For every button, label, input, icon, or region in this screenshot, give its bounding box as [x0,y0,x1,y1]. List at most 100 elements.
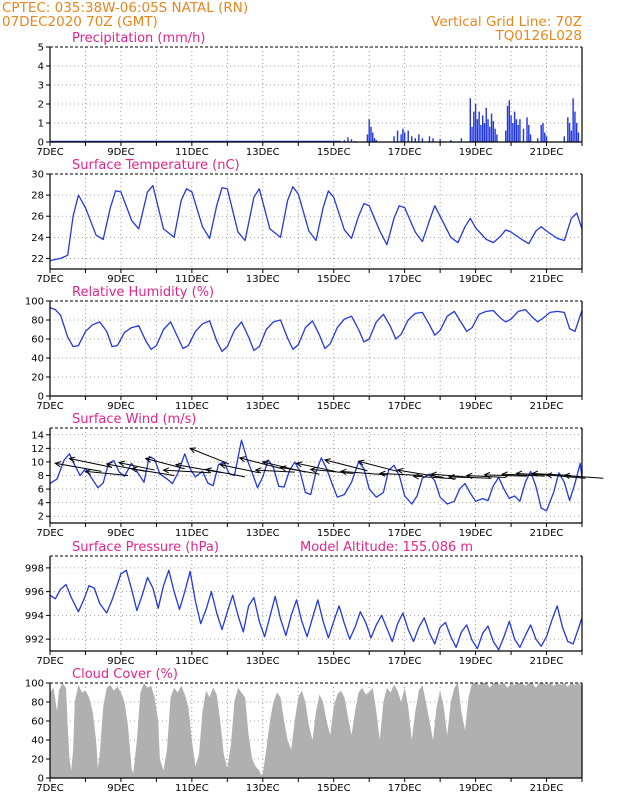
x-tick-label: 21DEC [530,656,564,667]
x-tick-label: 13DEC [246,783,280,794]
precip-bar [517,124,519,142]
precip-bar [469,98,471,142]
precip-bar [515,119,518,142]
wind-arrow-head [515,470,523,477]
precip-bar [528,124,530,142]
x-tick-label: 19DEC [459,147,493,158]
precip-bar [366,134,369,142]
wind-title: Surface Wind (m/s) [72,412,196,427]
precip-bar [473,111,475,142]
y-tick-label: 40 [31,354,44,365]
precip-bar [519,119,521,142]
series-line [49,184,583,262]
x-tick-label: 17DEC [388,147,422,158]
y-tick-label: 0 [38,392,44,403]
x-tick-label: 7DEC [36,783,63,794]
wind-arrow-head [130,466,138,473]
precip-bar [570,130,573,142]
precip-bar [489,126,491,142]
precip-bar [508,100,511,142]
header-station: CPTEC: 035:38W-06:05S NATAL (RN) [2,0,248,16]
wind-arrow-head [219,462,227,469]
precip-bar [393,136,395,142]
precip-bar [485,107,487,142]
precip-bar [526,117,528,142]
y-tick-label: 992 [25,635,44,646]
precip-bar [510,115,512,142]
precip-bar [460,138,463,142]
wind-arrow-head [563,472,571,479]
precip-bar [414,138,417,142]
precip-bar [490,113,493,142]
y-tick-label: 20 [31,373,44,384]
x-tick-label: 15DEC [317,274,351,285]
x-tick-label: 11DEC [175,147,209,158]
x-tick-label: 21DEC [530,147,564,158]
precip-bar [567,117,569,142]
y-tick-label: 0 [38,774,44,785]
y-tick-label: 4 [38,498,44,509]
precip-bar [373,138,376,142]
wind-arrow-head [84,468,92,475]
y-tick-label: 2 [38,100,44,111]
y-tick-label: 4 [38,62,44,73]
y-tick-label: 2 [38,512,44,523]
x-tick-label: 9DEC [107,401,134,412]
precip-bar [476,119,479,142]
x-tick-label: 19DEC [459,274,493,285]
precip-bar [402,128,404,142]
precip-bar [529,134,532,142]
x-tick-label: 9DEC [107,656,134,667]
wind-arrow-head [465,472,473,479]
x-tick-label: 7DEC [36,656,63,667]
x-tick-label: 21DEC [530,783,564,794]
precip-bar [496,134,498,142]
y-tick-label: 1 [38,119,44,130]
wind-arrow-shaft [119,462,155,471]
humidity-title: Relative Humidity (%) [72,285,214,300]
x-tick-label: 19DEC [459,401,493,412]
precip-bar [481,115,484,142]
wind-arrow-head [189,447,197,454]
precip-bar [471,126,473,142]
precip-bar [370,126,372,142]
wind-arrow-shaft [358,460,398,472]
x-tick-label: 11DEC [175,783,209,794]
x-tick-label: 7DEC [36,274,63,285]
wind-arrow-shaft [324,459,368,472]
y-tick-label: 5 [38,43,44,54]
x-tick-label: 11DEC [175,528,209,539]
y-tick-label: 60 [31,717,44,728]
x-tick-label: 13DEC [246,401,280,412]
y-tick-label: 20 [31,755,44,766]
wind-arrow-head [501,471,508,478]
wind-arrow-head [144,456,152,463]
precip-bar [575,123,578,142]
y-tick-label: 30 [31,170,44,181]
wind-arrow-shaft [239,457,283,470]
wind-arrow-shaft [189,447,230,465]
x-tick-label: 17DEC [388,274,422,285]
precip-bar [372,132,374,142]
wind-arrow-shaft [280,466,320,475]
y-tick-label: 80 [31,698,44,709]
precip-bar [350,139,353,142]
wind-arrow-shaft [397,469,444,479]
y-tick-label: 998 [25,563,44,574]
precip-bar [375,140,378,142]
wind-arrow-shaft [340,470,387,476]
x-tick-label: 13DEC [246,528,280,539]
cloud-cover-panel: Cloud Cover (%) 0 20 40 60 80 100 7DEC 9DEC 11DE… [25,667,583,794]
wind-arrow-shaft [163,469,210,474]
x-tick-label: 11DEC [175,656,209,667]
y-tick-label: 996 [25,587,44,598]
wind-arrow-shaft [131,468,175,476]
precipitation-title: Precipitation (mm/h) [72,31,205,46]
y-tick-label: 100 [25,297,44,308]
x-tick-label: 15DEC [317,147,351,158]
humidity-panel: Relative Humidity (%) 0 20 40 60 80 100 7DEC 9D… [25,285,583,412]
model-altitude: Model Altitude: 155.086 m [300,540,473,555]
wind-arrow-shaft [564,475,604,479]
precip-bar [403,132,406,142]
precip-bar [400,134,402,142]
